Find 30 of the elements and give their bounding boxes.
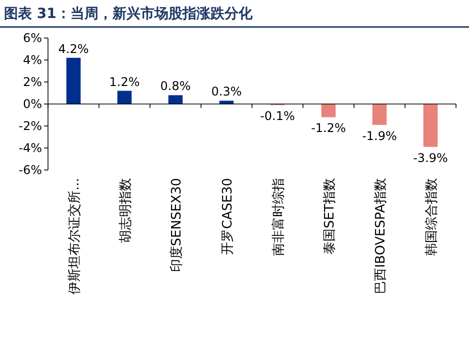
bar xyxy=(168,95,183,104)
x-tick-label: 印度SENSEX30 xyxy=(168,178,184,272)
data-label: -1.9% xyxy=(362,128,397,143)
y-tick-label: -4% xyxy=(18,141,42,155)
data-label: 0.3% xyxy=(211,84,242,99)
y-tick-label: 0% xyxy=(22,97,42,111)
y-tick-label: 2% xyxy=(22,75,42,89)
y-tick-label: 6% xyxy=(22,31,42,45)
x-tick-label: 韩国综合指数 xyxy=(424,178,440,256)
y-tick-label: 4% xyxy=(22,53,42,67)
data-label: -3.9% xyxy=(413,150,448,165)
bar xyxy=(321,104,336,118)
y-tick-label: -6% xyxy=(18,163,42,177)
bar xyxy=(117,90,132,104)
data-label: 4.2% xyxy=(58,42,89,56)
x-tick-label: 伊斯坦布尔证交所... xyxy=(66,178,82,294)
chart-title: 图表 31：当周，新兴市场股指涨跌分化 xyxy=(4,5,254,22)
data-label: 0.8% xyxy=(160,79,191,94)
bar xyxy=(372,104,387,125)
bar xyxy=(423,104,438,147)
x-tick-label: 开罗CASE30 xyxy=(220,178,236,255)
x-tick-label: 胡志明指数 xyxy=(118,178,134,243)
x-tick-label: 南非富时综指 xyxy=(270,178,286,256)
data-label: -1.2% xyxy=(311,121,346,136)
x-tick-label: 巴西IBOVESPA指数 xyxy=(374,178,388,294)
x-tick-label: 泰国SET指数 xyxy=(322,178,338,254)
data-label: -0.1% xyxy=(260,109,295,124)
data-label: 1.2% xyxy=(109,74,140,89)
y-tick-label: -2% xyxy=(18,119,42,133)
bar xyxy=(66,58,81,104)
